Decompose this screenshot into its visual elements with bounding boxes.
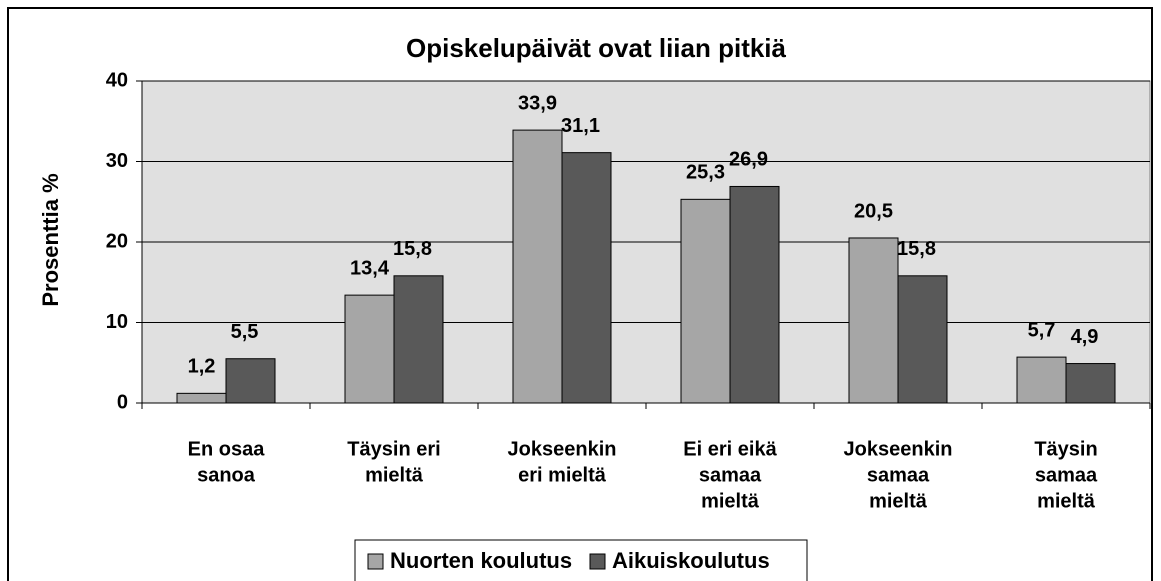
value-label: 31,1 <box>561 115 600 137</box>
value-label: 20,5 <box>854 200 893 222</box>
value-label: 26,9 <box>729 149 768 171</box>
x-tick-label: samaa <box>699 464 762 486</box>
legend-swatch <box>589 553 606 570</box>
bar <box>729 185 780 404</box>
y-tick-label: 20 <box>106 230 128 252</box>
bar <box>680 198 731 404</box>
bar <box>393 275 444 404</box>
x-tick-label: mieltä <box>869 490 928 512</box>
bar <box>848 237 899 404</box>
chart-title: Opiskelupäivät ovat liian pitkiä <box>406 33 787 63</box>
y-tick-label: 0 <box>117 391 128 413</box>
y-tick-label: 40 <box>106 69 128 91</box>
bar <box>561 152 612 404</box>
bar <box>897 275 948 404</box>
value-label: 15,8 <box>393 238 432 260</box>
y-axis-label: Prosenttia % <box>38 173 63 306</box>
bar <box>512 129 563 404</box>
x-tick-label: mieltä <box>365 464 424 486</box>
x-tick-label: Jokseenkin <box>844 438 953 460</box>
x-tick-label: Täysin eri <box>347 438 440 460</box>
value-label: 5,5 <box>231 321 259 343</box>
legend-swatch <box>367 553 384 570</box>
x-tick-label: mieltä <box>701 490 760 512</box>
value-label: 33,9 <box>518 92 557 114</box>
bar <box>225 358 276 404</box>
x-tick-label: Ei eri eikä <box>683 438 777 460</box>
legend <box>354 539 808 581</box>
x-tick-label: Täysin <box>1034 438 1097 460</box>
x-tick-label: eri mieltä <box>518 464 607 486</box>
x-tick-label: samaa <box>867 464 930 486</box>
x-tick-label: mieltä <box>1037 490 1096 512</box>
x-tick-label: En osaa <box>188 438 266 460</box>
legend-label: Nuorten koulutus <box>390 548 572 573</box>
bar <box>176 392 227 404</box>
bar <box>1065 363 1116 404</box>
value-label: 25,3 <box>686 162 725 184</box>
x-tick-label: sanoa <box>197 464 256 486</box>
value-label: 1,2 <box>188 356 216 378</box>
legend-label: Aikuiskoulutus <box>612 548 770 573</box>
bar <box>344 294 395 404</box>
y-tick-label: 10 <box>106 311 128 333</box>
x-tick-label: samaa <box>1035 464 1098 486</box>
value-label: 15,8 <box>897 238 936 260</box>
y-tick-label: 30 <box>106 150 128 172</box>
x-tick-label: Jokseenkin <box>508 438 617 460</box>
value-label: 4,9 <box>1071 326 1099 348</box>
value-label: 13,4 <box>350 257 390 279</box>
value-label: 5,7 <box>1028 319 1056 341</box>
bar <box>1016 356 1067 404</box>
